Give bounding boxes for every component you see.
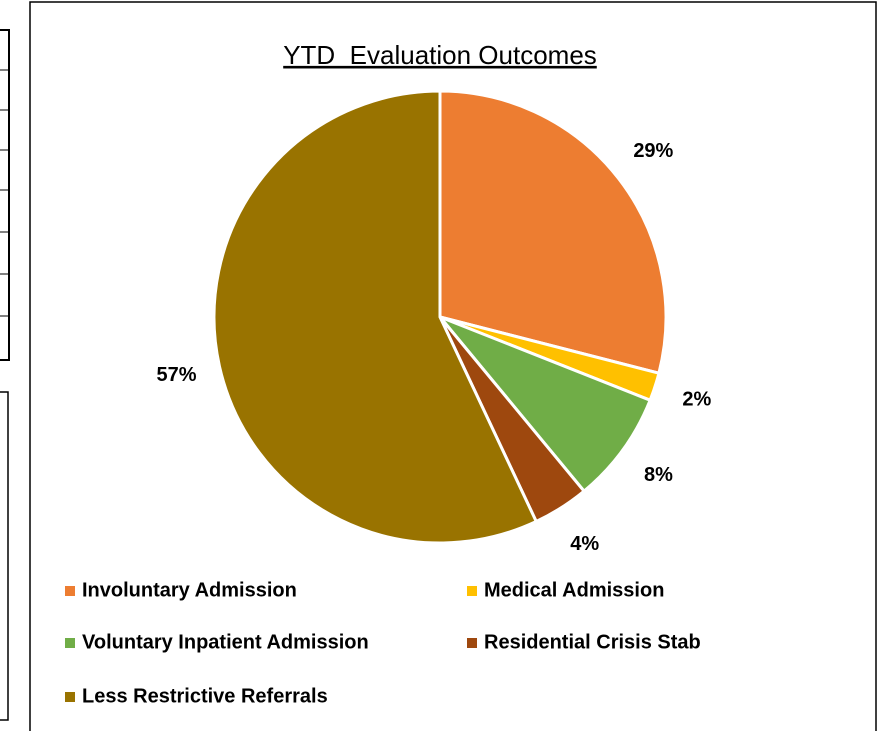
legend-swatch [467,586,477,596]
data-label: 29% [633,140,673,162]
data-label: 8% [644,464,673,486]
legend-swatch [65,638,75,648]
data-label: 4% [570,533,599,555]
left-fragment [0,29,10,721]
legend-label: Residential Crisis Stab [484,631,701,653]
legend-label: Less Restrictive Referrals [82,685,328,707]
pie-slice [212,89,539,545]
pie-slice [438,315,653,494]
legend-swatch [467,638,477,648]
data-label: 57% [156,364,196,386]
legend-swatch [65,692,75,702]
legend-label: Medical Admission [484,579,664,601]
data-label: 2% [682,389,711,411]
pie-slice [438,89,668,376]
legend-label: Involuntary Admission [82,579,297,601]
chart-title: YTD Evaluation Outcomes [283,40,597,70]
legend-label: Voluntary Inpatient Admission [82,631,369,653]
legend-swatch [65,586,75,596]
